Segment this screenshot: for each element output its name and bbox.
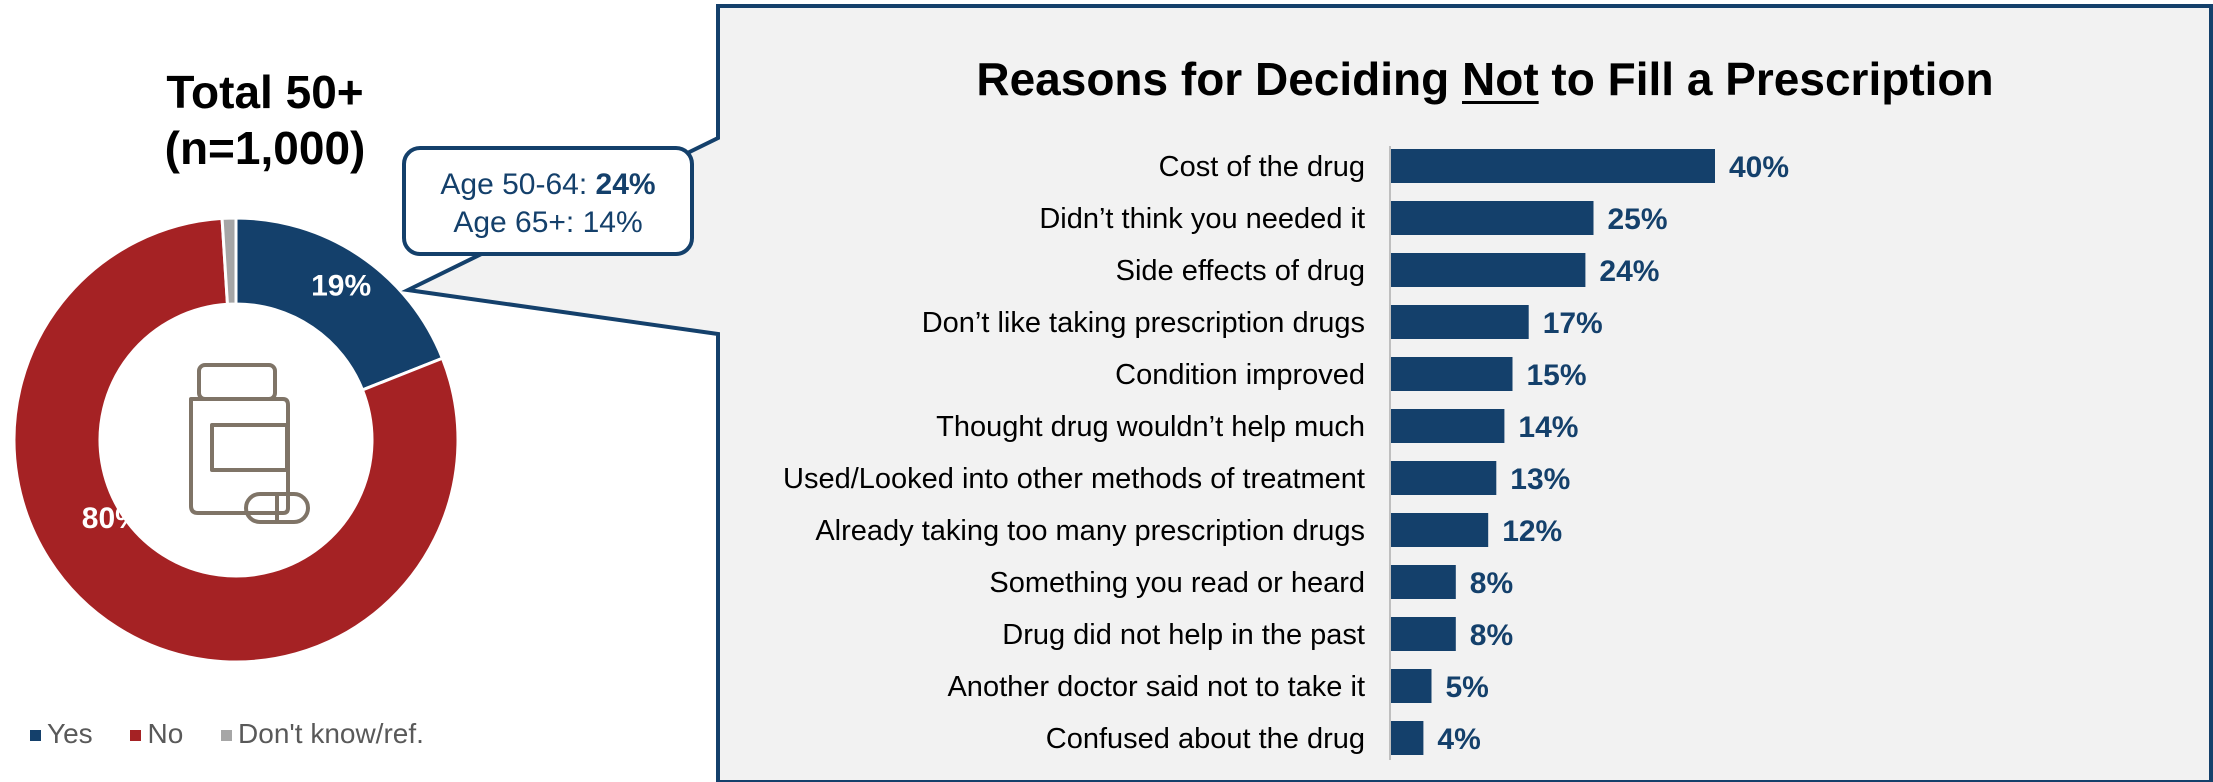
bar-category-label-7: Already taking too many prescription dru… [815, 515, 1365, 547]
bar-4 [1391, 357, 1513, 391]
donut-slice-yes [234, 216, 445, 392]
donut-title-line2: (n=1,000) [164, 122, 366, 174]
bar-value-label-10: 5% [1446, 671, 1489, 704]
bar-value-label-5: 14% [1518, 411, 1578, 444]
bar-category-label-9: Drug did not help in the past [1002, 619, 1365, 651]
donut-slice-no [12, 216, 460, 664]
bar-value-label-11: 4% [1437, 723, 1480, 756]
bar-marks: Cost of the drug 40% Didn’t think you need… [783, 149, 1789, 756]
bar-3 [1391, 305, 1529, 339]
legend-entry-no: No [130, 718, 183, 750]
bar-5 [1391, 409, 1505, 443]
bar-1 [1391, 201, 1594, 235]
bar-category-label-2: Side effects of drug [1116, 255, 1365, 287]
donut-slice-no-label: 80% [82, 502, 142, 535]
legend-entry-yes: Yes [30, 718, 93, 750]
donut-slice-yes-label: 19% [311, 269, 371, 302]
legend-label-yes: Yes [47, 718, 93, 749]
bar-category-label-5: Thought drug wouldn’t help much [936, 411, 1365, 443]
bar-category-label-6: Used/Looked into other methods of treatm… [783, 463, 1365, 495]
bar-value-label-7: 12% [1502, 515, 1562, 548]
bar-value-label-9: 8% [1470, 619, 1513, 652]
donut-slices [12, 216, 460, 664]
bar-2 [1391, 253, 1586, 287]
bar-value-label-4: 15% [1527, 359, 1587, 392]
legend-swatch-dont-know [221, 730, 233, 741]
callout-line1: Age 50-64: 24% [440, 168, 656, 201]
bar-category-label-11: Confused about the drug [1046, 723, 1365, 755]
bar-category-label-0: Cost of the drug [1159, 151, 1365, 183]
bar-0 [1391, 149, 1715, 183]
donut-legend: Yes No Don't know/ref. [30, 718, 454, 750]
bar-value-label-3: 17% [1543, 307, 1603, 340]
bar-8 [1391, 565, 1456, 599]
bar-category-label-10: Another doctor said not to take it [947, 671, 1365, 703]
bar-category-label-4: Condition improved [1115, 359, 1365, 391]
bar-value-label-1: 25% [1608, 203, 1668, 236]
donut-chart-title: Total 50+ (n=1,000) [130, 64, 400, 176]
bar-10 [1391, 669, 1432, 703]
legend-label-no: No [147, 718, 184, 749]
bar-value-label-0: 40% [1729, 151, 1789, 184]
bar-value-label-2: 24% [1599, 255, 1659, 288]
bar-value-label-8: 8% [1470, 567, 1513, 600]
donut-title-line1: Total 50+ [166, 66, 364, 118]
bar-title-emphasis: Not [1462, 53, 1539, 105]
legend-entry-dont-know: Don't know/ref. [221, 718, 424, 750]
callout-line2: Age 65+: 14% [453, 206, 643, 239]
age-callout: Age 50-64: 24% Age 65+: 14% [402, 146, 694, 256]
bar-category-label-1: Didn’t think you needed it [1039, 203, 1365, 235]
legend-swatch-no [130, 730, 142, 741]
callout-line1-value: 24% [595, 168, 656, 201]
pill-bottle-icon [189, 363, 310, 524]
bar-11 [1391, 721, 1424, 755]
donut-labels: 19% 80% [82, 269, 371, 535]
bar-9 [1391, 617, 1456, 651]
bar-chart-title: Reasons for Deciding Not to Fill a Presc… [976, 53, 1994, 105]
bar-7 [1391, 513, 1489, 547]
bar-6 [1391, 461, 1497, 495]
legend-label-dont-know: Don't know/ref. [238, 718, 424, 749]
bar-value-label-6: 13% [1510, 463, 1570, 496]
bar-category-label-8: Something you read or heard [989, 567, 1365, 599]
legend-swatch-yes [30, 730, 41, 741]
donut-slice-dont-know [220, 216, 238, 306]
bar-category-label-3: Don’t like taking prescription drugs [922, 307, 1365, 339]
